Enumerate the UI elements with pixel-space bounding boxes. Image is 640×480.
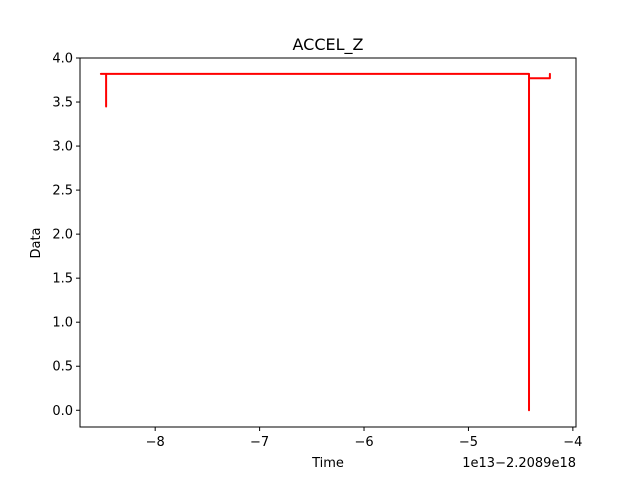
x-axis-ticks: −8 −7 −6 −5 −4	[146, 427, 582, 450]
x-axis-label: Time	[311, 456, 344, 471]
plot-area-frame	[79, 57, 577, 428]
x-tick-label: −4	[563, 435, 582, 450]
y-axis-label: Data	[29, 227, 44, 258]
y-tick-label: 3.5	[52, 96, 73, 111]
y-tick-label: 1.5	[52, 272, 73, 287]
y-axis-ticks: 0.0 0.5 1.0 1.5 2.0 2.5 3.0 3.5 4.0	[52, 52, 80, 419]
y-tick-label: 0.5	[52, 360, 73, 375]
y-tick-label: 4.0	[52, 52, 73, 67]
y-tick-label: 3.0	[52, 140, 73, 155]
x-axis-offset-text: 1e13−2.2089e18	[462, 456, 576, 471]
x-tick-label: −7	[250, 435, 269, 450]
y-tick-label: 1.0	[52, 316, 73, 331]
series-line	[99, 72, 551, 412]
x-tick-label: −6	[354, 435, 373, 450]
series-layer	[99, 72, 551, 412]
x-tick-label: −5	[459, 435, 478, 450]
y-tick-label: 2.5	[52, 184, 73, 199]
y-tick-label: 0.0	[52, 404, 73, 419]
chart-title: ACCEL_Z	[293, 35, 364, 55]
x-tick-label: −8	[146, 435, 165, 450]
y-tick-label: 2.0	[52, 228, 73, 243]
